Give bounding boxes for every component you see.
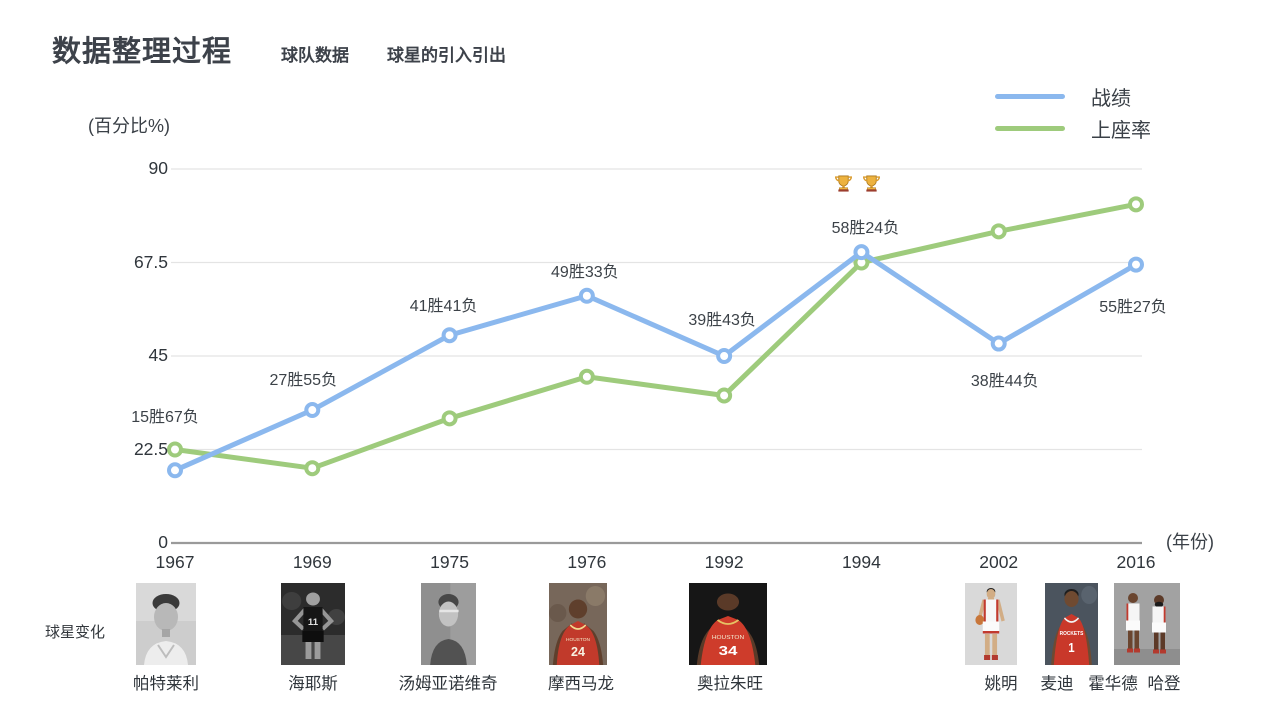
x-tick-label: 2016 [1116, 552, 1156, 572]
legend-item-attendance: 上座率 [995, 112, 1151, 144]
header-tabs: 球队数据 球星的引入引出 [281, 41, 506, 66]
x-axis-unit-label: (年份) [1166, 532, 1214, 552]
x-tick-label: 1994 [841, 552, 881, 572]
svg-text:24: 24 [571, 644, 586, 659]
legend-label: 战绩 [1091, 87, 1131, 110]
player-photo-帕特莱利 [136, 583, 196, 665]
player-name: 霍华德 [1088, 675, 1138, 693]
data-point-战绩 [304, 402, 321, 419]
record-line-swatch [995, 93, 1065, 99]
x-tick-label: 1992 [704, 552, 744, 572]
data-point-上座率 [716, 387, 733, 404]
data-point-上座率 [578, 368, 595, 385]
player-name: 奥拉朱旺 [697, 675, 763, 693]
data-point-上座率 [304, 460, 321, 477]
data-point-战绩 [1128, 256, 1144, 273]
championship-annotation [834, 174, 881, 193]
record-point-label: 27胜55负 [269, 372, 338, 390]
series-line-上座率 [172, 201, 1139, 471]
y-tick-label: 0 [158, 532, 168, 552]
y-tick-label: 22.5 [133, 438, 168, 459]
player-photo-奥拉朱旺: HOUSTON 34 [689, 583, 767, 665]
tab-star-in-out: 球星的引入引出 [387, 46, 506, 65]
svg-text:HOUSTON: HOUSTON [712, 636, 744, 641]
data-point-上座率 [441, 410, 458, 427]
svg-text:1: 1 [1068, 640, 1075, 655]
x-tick-label: 1975 [430, 552, 470, 572]
record-point-label: 39胜43负 [688, 312, 756, 329]
x-tick-label: 1967 [155, 552, 195, 572]
legend-label: 上座率 [1091, 119, 1151, 142]
player-photo-麦迪: ROCKETS 1 [1044, 583, 1098, 665]
player-name: 麦迪 [1040, 675, 1074, 693]
x-tick-label: 2002 [979, 552, 1019, 572]
data-point-上座率 [853, 254, 870, 271]
attendance-line-swatch [995, 125, 1065, 131]
data-point-战绩 [853, 244, 870, 261]
svg-text:34: 34 [719, 644, 738, 659]
data-point-战绩 [990, 335, 1007, 352]
record-point-label: 55胜27负 [1099, 298, 1167, 316]
player-photo-海耶斯: 11 [281, 583, 345, 665]
star-changes-label: 球星变化 [45, 624, 106, 641]
x-tick-label: 1976 [567, 552, 607, 572]
svg-text:ROCKETS: ROCKETS [1059, 631, 1083, 637]
player-name: 哈登 [1147, 675, 1181, 693]
svg-text:HOUSTON: HOUSTON [566, 637, 590, 643]
page-title: 数据整理过程 [52, 36, 233, 68]
trophy-icon [835, 175, 853, 192]
player-name: 摩西马龙 [548, 675, 614, 693]
record-point-label: 15胜67负 [131, 409, 199, 427]
data-point-战绩 [441, 327, 458, 344]
data-point-上座率 [1128, 196, 1144, 213]
y-axis-unit-label: (百分比%) [88, 116, 170, 136]
legend-item-record: 战绩 [995, 80, 1151, 112]
player-name: 帕特莱利 [133, 675, 199, 693]
series-line-战绩 [172, 249, 1139, 473]
player-name: 汤姆亚诺维奇 [398, 675, 498, 693]
record-point-label: 41胜41负 [409, 298, 478, 316]
y-tick-label: 90 [148, 158, 168, 178]
player-photo-姚明 [965, 583, 1017, 665]
chart-legend: 战绩 上座率 [995, 80, 1151, 144]
data-point-战绩 [716, 348, 733, 364]
trophy-icon [863, 175, 881, 192]
player-photo-霍华德 [1114, 583, 1180, 665]
data-point-战绩 [578, 287, 595, 304]
y-tick-label: 45 [148, 345, 168, 365]
player-name: 海耶斯 [288, 675, 338, 693]
record-point-label: 58胜24负 [831, 220, 900, 238]
x-tick-label: 1969 [292, 552, 332, 572]
y-tick-label: 67.5 [133, 251, 168, 272]
data-point-上座率 [167, 441, 183, 458]
player-photo-汤姆亚诺维奇 [420, 583, 476, 665]
player-name: 姚明 [984, 675, 1018, 693]
tab-team-data: 球队数据 [281, 46, 349, 65]
svg-text:11: 11 [308, 617, 318, 627]
data-point-上座率 [990, 223, 1007, 240]
player-photo-摩西马龙: HOUSTON 24 [549, 583, 607, 665]
data-point-战绩 [167, 462, 183, 479]
record-point-label: 38胜44负 [970, 372, 1039, 390]
record-point-label: 49胜33负 [551, 263, 619, 281]
